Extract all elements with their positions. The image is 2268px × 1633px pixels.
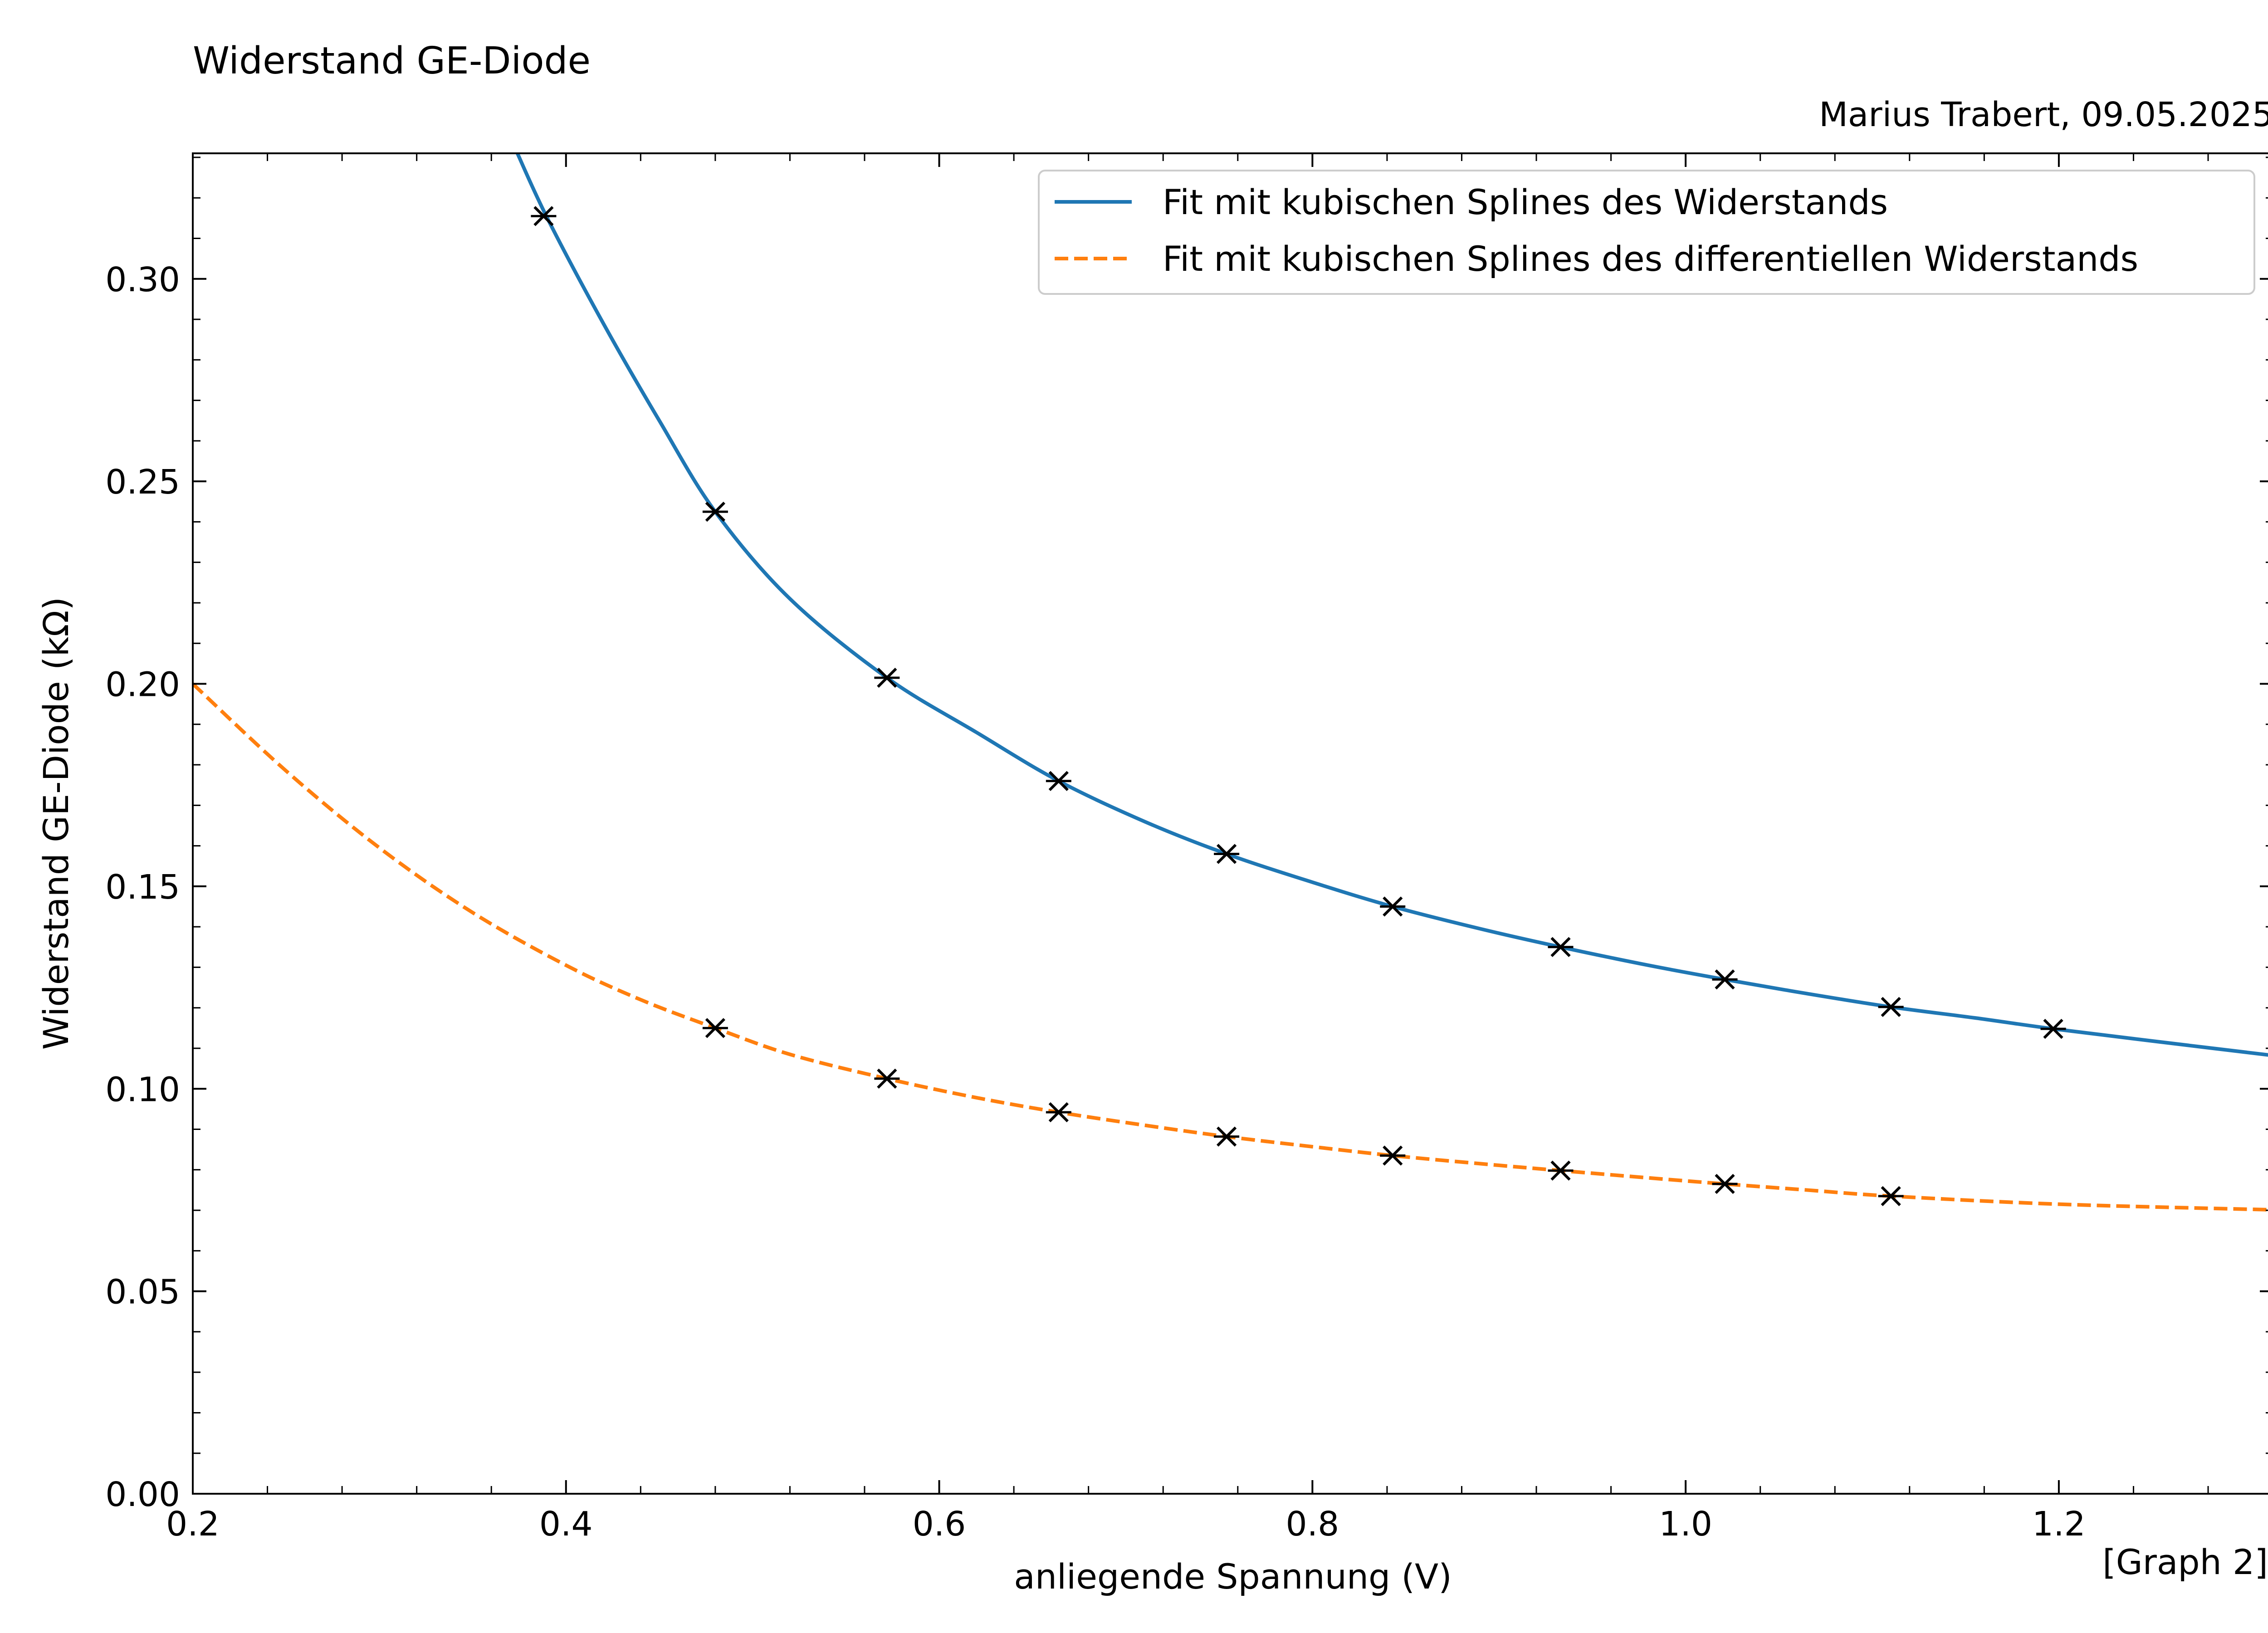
series-1-data-point: [2040, 1019, 2066, 1039]
series-2-data-point: [1046, 1102, 1071, 1123]
series-1-data-point: [1712, 969, 1738, 990]
y-tick-label: 0.00: [105, 1475, 180, 1514]
legend-label-series-2: Fit mit kubischen Splines des differenti…: [1163, 239, 2138, 279]
y-tick-label: 0.05: [105, 1273, 180, 1312]
axis-ticks: 0.2 0.4 0.6 0.8 1.0 1.2 0.00 0.05 0.10 0.15 0.20 0.…: [105, 153, 2268, 1544]
y-tick-label: 0.15: [105, 868, 180, 907]
series-2-data-point: [1380, 1145, 1406, 1166]
x-tick-label: 0.4: [539, 1505, 593, 1544]
series-2-data-point: [702, 1018, 728, 1038]
x-tick-label: 1.2: [2032, 1505, 2086, 1544]
y-tick-label: 0.20: [105, 665, 180, 704]
series-2-data-point: [1214, 1126, 1240, 1147]
graph-footnote: [Graph 2]: [2102, 1542, 2268, 1582]
series-1-data-point: [1878, 997, 1904, 1017]
x-axis-label: anliegende Spannung (V): [1014, 1556, 1452, 1597]
y-tick-label: 0.30: [105, 260, 180, 299]
x-tick-label: 0.2: [166, 1505, 220, 1544]
series-1-fit-line: [515, 153, 2268, 1057]
plot-area: [193, 153, 2268, 1212]
x-tick-label: 0.6: [913, 1505, 966, 1544]
series-1-data-point: [531, 206, 557, 226]
series-2-data-point: [1712, 1173, 1738, 1194]
series-1-data-point: [702, 501, 728, 522]
plot-frame: [192, 152, 2268, 1495]
series-1-data-point: [1046, 771, 1071, 791]
legend-label-series-1: Fit mit kubischen Splines des Widerstand…: [1163, 182, 1888, 222]
chart-subtitle: Marius Trabert, 09.05.2025: [1819, 95, 2268, 134]
series-2-data-point: [1548, 1160, 1574, 1181]
chart-title: Widerstand GE-Diode: [193, 39, 591, 83]
y-tick-label: 0.10: [105, 1070, 180, 1109]
series-1-data-point: [1214, 844, 1240, 864]
series-1-data-point: [1548, 937, 1574, 957]
x-tick-label: 1.0: [1659, 1505, 1712, 1544]
series-2-data-point: [1878, 1186, 1904, 1206]
legend: Fit mit kubischen Splines des Widerstand…: [1038, 170, 2255, 295]
x-tick-label: 0.8: [1286, 1505, 1339, 1544]
series-1-data-point: [1380, 896, 1406, 917]
y-axis-label: Widerstand GE-Diode (kΩ): [36, 597, 76, 1050]
legend-box: [1038, 170, 2255, 295]
series-2-fit-line: [193, 682, 2268, 1212]
series-2-data-point: [874, 1068, 900, 1089]
series-1-data-point: [874, 667, 900, 688]
y-tick-label: 0.25: [105, 463, 180, 502]
